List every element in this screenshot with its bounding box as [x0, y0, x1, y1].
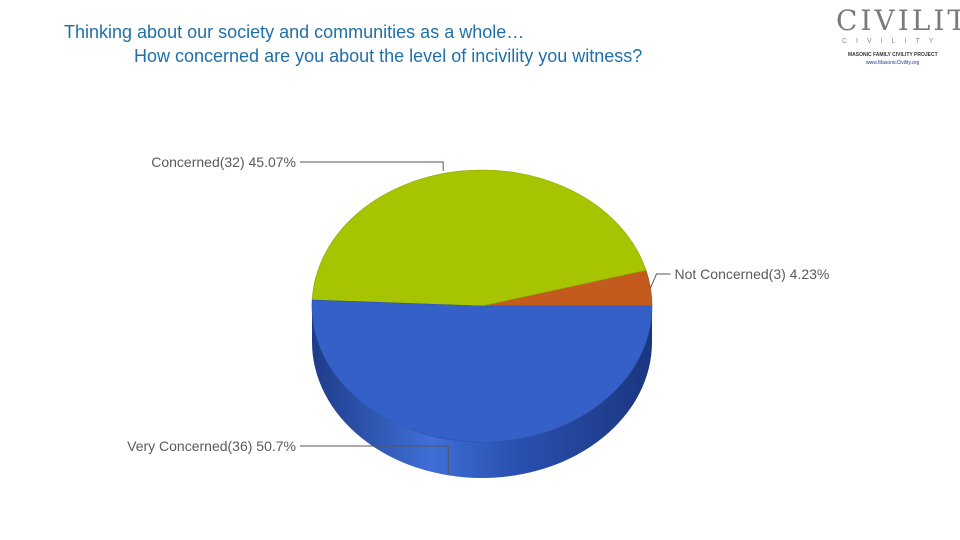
logo-project-name: MASONIC FAMILY CIVILITY PROJECT — [848, 52, 938, 58]
pie-slice-very-concerned — [311, 299, 653, 443]
pie-side-wall — [312, 306, 652, 478]
logo-url: www.MasonicCivility.org — [866, 60, 920, 66]
leader-line-not-concerned — [650, 273, 671, 289]
title-line-1: Thinking about our society and communiti… — [64, 22, 525, 42]
slice-label-very-concerned: Very Concerned(36) 50.7% — [127, 438, 296, 454]
pie-slice-concerned — [311, 169, 647, 307]
logo-subtitle: CIVILITY — [842, 38, 943, 45]
page-title: Thinking about our society and communiti… — [64, 20, 642, 68]
title-line-2: How concerned are you about the level of… — [134, 46, 643, 66]
civility-logo: CIVILITY CIVILITY MASONIC FAMILY CIVILIT… — [832, 4, 960, 70]
leader-line-very-concerned — [300, 445, 449, 474]
logo-wordmark: CIVILITY — [836, 4, 960, 37]
slice-label-not-concerned: Not Concerned(3) 4.23% — [675, 266, 830, 282]
slice-label-concerned: Concerned(32) 45.07% — [151, 154, 296, 170]
leader-line-concerned — [300, 161, 444, 171]
